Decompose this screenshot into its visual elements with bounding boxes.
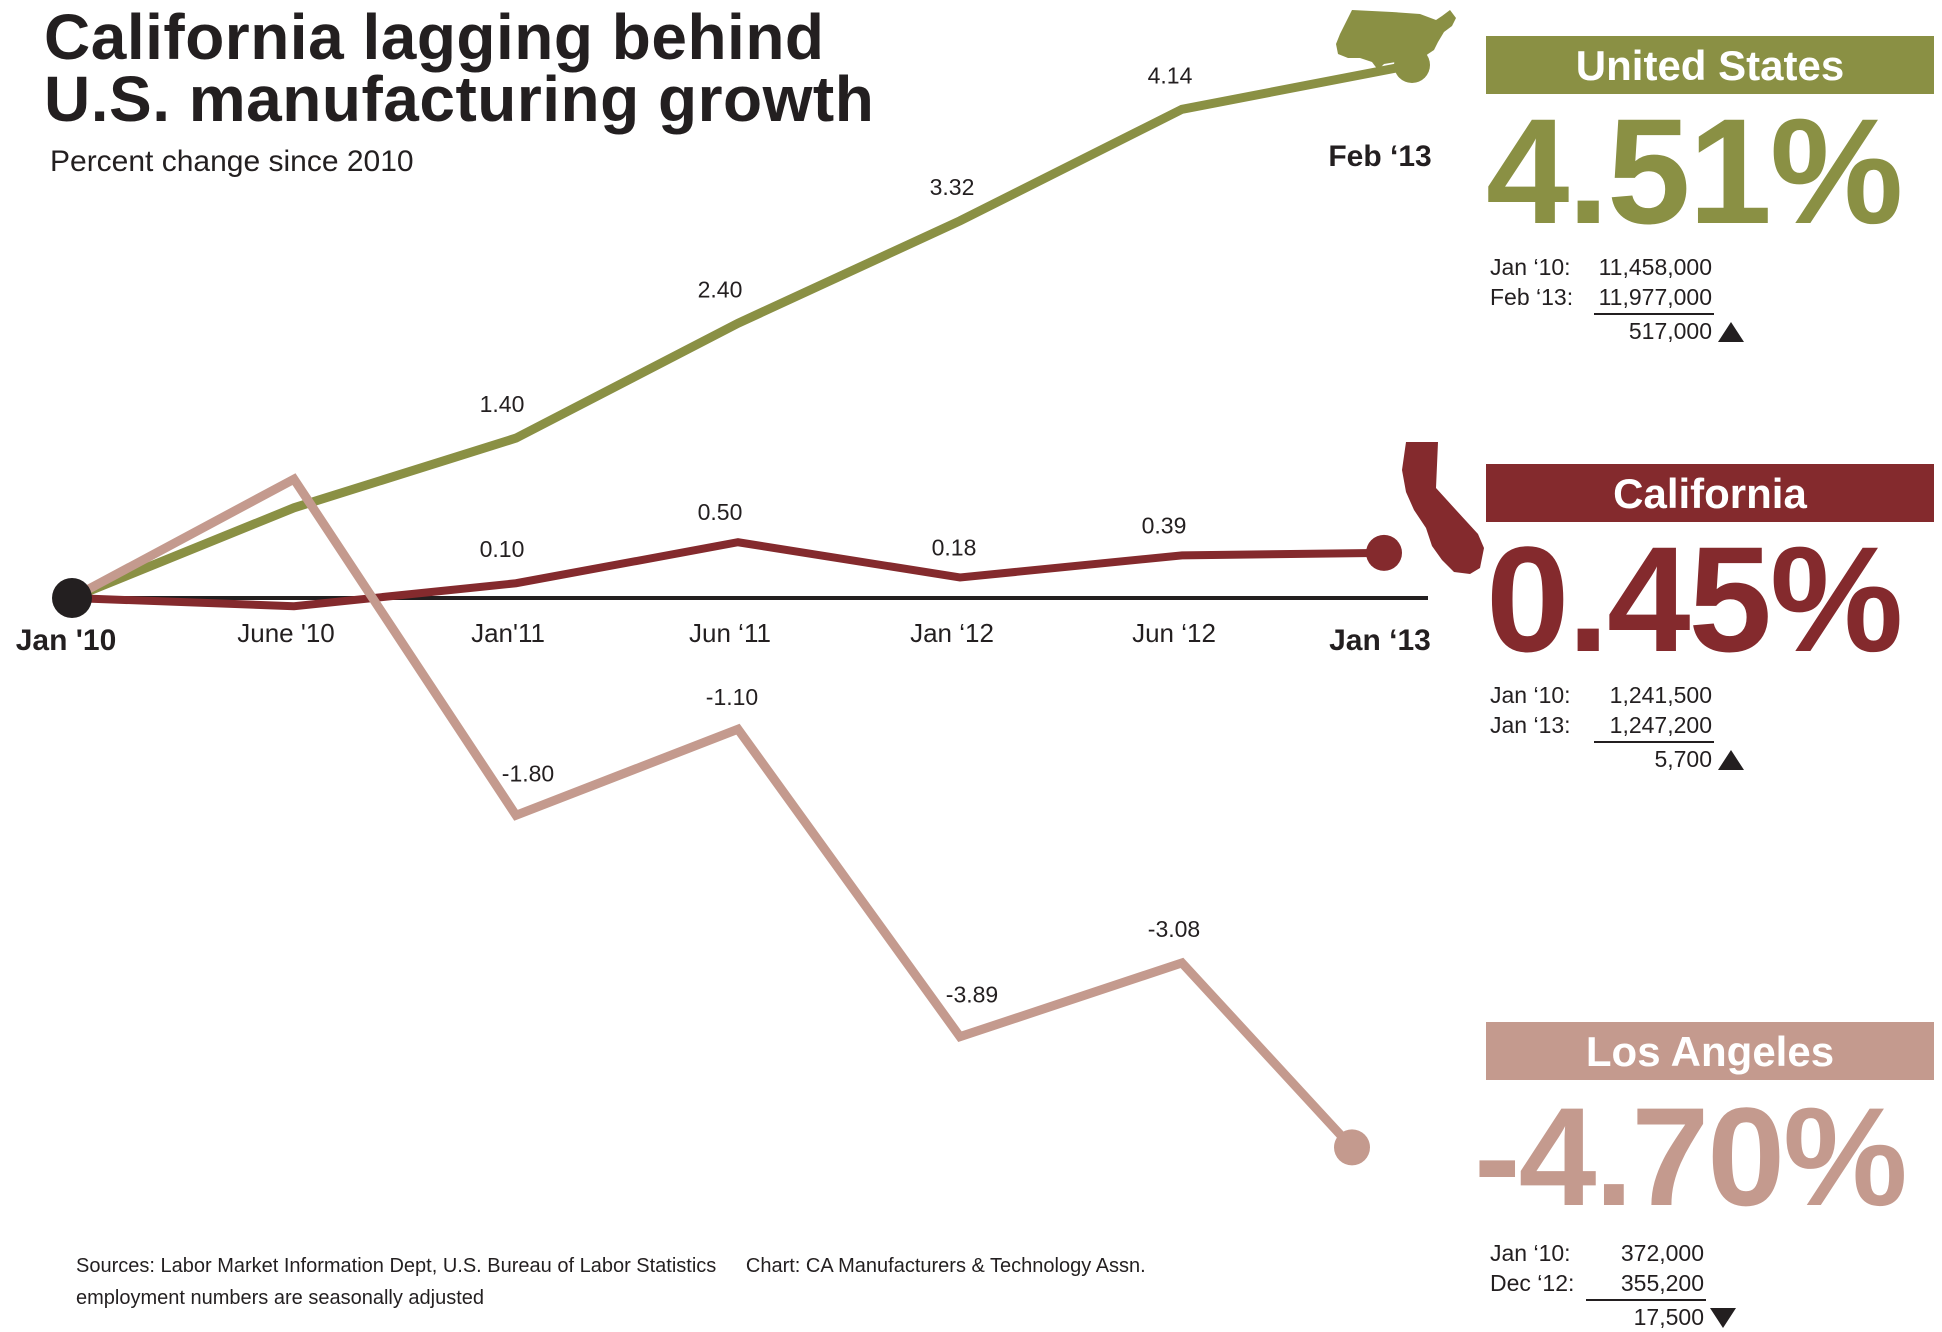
- series-line-la: [69, 473, 1356, 1151]
- x-tick-label: Jan ‘12: [910, 618, 994, 648]
- title-line-2: U.S. manufacturing growth: [44, 63, 875, 135]
- card-rows: Jan ‘10: 372,000 Dec ‘12: 355,200 17,500: [1486, 1232, 1934, 1332]
- row-value: 11,977,000: [1598, 284, 1712, 310]
- summary-card-la: Los Angeles -4.70% Jan ‘10: 372,000 Dec ‘12:…: [1474, 1022, 1934, 1332]
- arrow-up-icon: [1718, 322, 1744, 342]
- arrow-up-icon: [1718, 750, 1744, 770]
- data-label-us: 3.32: [930, 174, 975, 200]
- data-label-us: 4.14: [1148, 62, 1193, 88]
- card-header: California: [1486, 464, 1934, 522]
- arrow-down-icon: [1710, 1308, 1736, 1328]
- difference-value: 517,000: [1628, 318, 1712, 344]
- sum-rule: [1594, 741, 1714, 743]
- card-header: Los Angeles: [1486, 1022, 1934, 1080]
- row-value: 1,241,500: [1609, 682, 1712, 708]
- origin-point: [52, 578, 92, 618]
- series-line-us: [70, 60, 1413, 603]
- difference-value: 17,500: [1633, 1304, 1704, 1330]
- california-map-icon: [1402, 442, 1484, 574]
- card-percent: 0.45%: [1486, 515, 1903, 683]
- card-rows: Jan ‘10: 11,458,000 Feb ‘13: 11,977,000 517,…: [1486, 246, 1934, 346]
- card-percent: -4.70%: [1474, 1078, 1908, 1235]
- data-label-la: -3.08: [1148, 916, 1200, 942]
- difference-value: 5,700: [1654, 746, 1712, 772]
- row-value: 1,247,200: [1609, 712, 1712, 738]
- row-label: Jan ‘10:: [1490, 1240, 1571, 1266]
- summary-card-ca: California 0.45% Jan ‘10: 1,241,500 Jan ‘13:…: [1486, 464, 1934, 774]
- x-tick-label: Jan'11: [471, 618, 545, 648]
- title-line-1: California lagging behind: [44, 1, 825, 73]
- x-tick-label: June '10: [237, 618, 335, 648]
- row-label: Jan ‘10:: [1490, 254, 1571, 280]
- row-value: 355,200: [1620, 1270, 1704, 1296]
- footnote: employment numbers are seasonally adjust…: [76, 1287, 484, 1309]
- data-label-us: 1.40: [480, 391, 525, 417]
- sum-rule: [1594, 313, 1714, 315]
- data-label-la: -1.80: [502, 760, 554, 786]
- data-label-us: 2.40: [698, 276, 743, 302]
- summary-card-us: United States 4.51% Jan ‘10: 11,458,000 Feb …: [1486, 36, 1934, 346]
- data-label-ca: 0.50: [698, 499, 743, 525]
- series-end-label-us: Feb ‘13: [1328, 140, 1431, 173]
- chart-subtitle: Percent change since 2010: [50, 145, 414, 178]
- sources-text: Sources: Labor Market Information Dept, …: [76, 1255, 717, 1277]
- chart-title: California lagging behind U.S. manufactu…: [44, 1, 875, 135]
- chart-credit: Chart: CA Manufacturers & Technology Ass…: [745, 1255, 1146, 1277]
- data-label-ca: 0.18: [932, 535, 977, 561]
- sum-rule: [1586, 1299, 1706, 1301]
- card-rows: Jan ‘10: 1,241,500 Jan ‘13: 1,247,200 5,700: [1486, 674, 1934, 774]
- data-label-la: -3.89: [946, 982, 998, 1008]
- x-tick-label: Jan '10: [16, 624, 117, 657]
- card-percent: 4.51%: [1486, 87, 1903, 255]
- x-tick-label: Jan ‘13: [1329, 624, 1431, 657]
- row-label: Jan ‘13:: [1490, 712, 1571, 738]
- series-endpoint-la: [1334, 1129, 1370, 1166]
- series-endpoint-us: [1394, 47, 1430, 83]
- row-value: 372,000: [1620, 1240, 1704, 1266]
- data-label-ca: 0.10: [480, 536, 525, 562]
- row-label: Jan ‘10:: [1490, 682, 1571, 708]
- x-tick-label: Jun ‘11: [689, 618, 771, 648]
- x-tick-label: Jun ‘12: [1132, 618, 1216, 648]
- sources-block: Sources: Labor Market Information Dept, …: [76, 1250, 1146, 1314]
- data-label-la: -1.10: [706, 684, 758, 710]
- series-line-ca: [71, 538, 1385, 611]
- series-endpoint-ca: [1366, 534, 1402, 571]
- line-chart: Jan '10 June '10 Jan'11 Jun ‘11 Jan ‘12 Jun ‘…: [16, 10, 1484, 1166]
- data-label-ca: 0.39: [1142, 512, 1187, 538]
- row-label: Feb ‘13:: [1490, 284, 1574, 310]
- row-label: Dec ‘12:: [1490, 1270, 1575, 1296]
- row-value: 11,458,000: [1598, 254, 1712, 280]
- card-header: United States: [1486, 36, 1934, 94]
